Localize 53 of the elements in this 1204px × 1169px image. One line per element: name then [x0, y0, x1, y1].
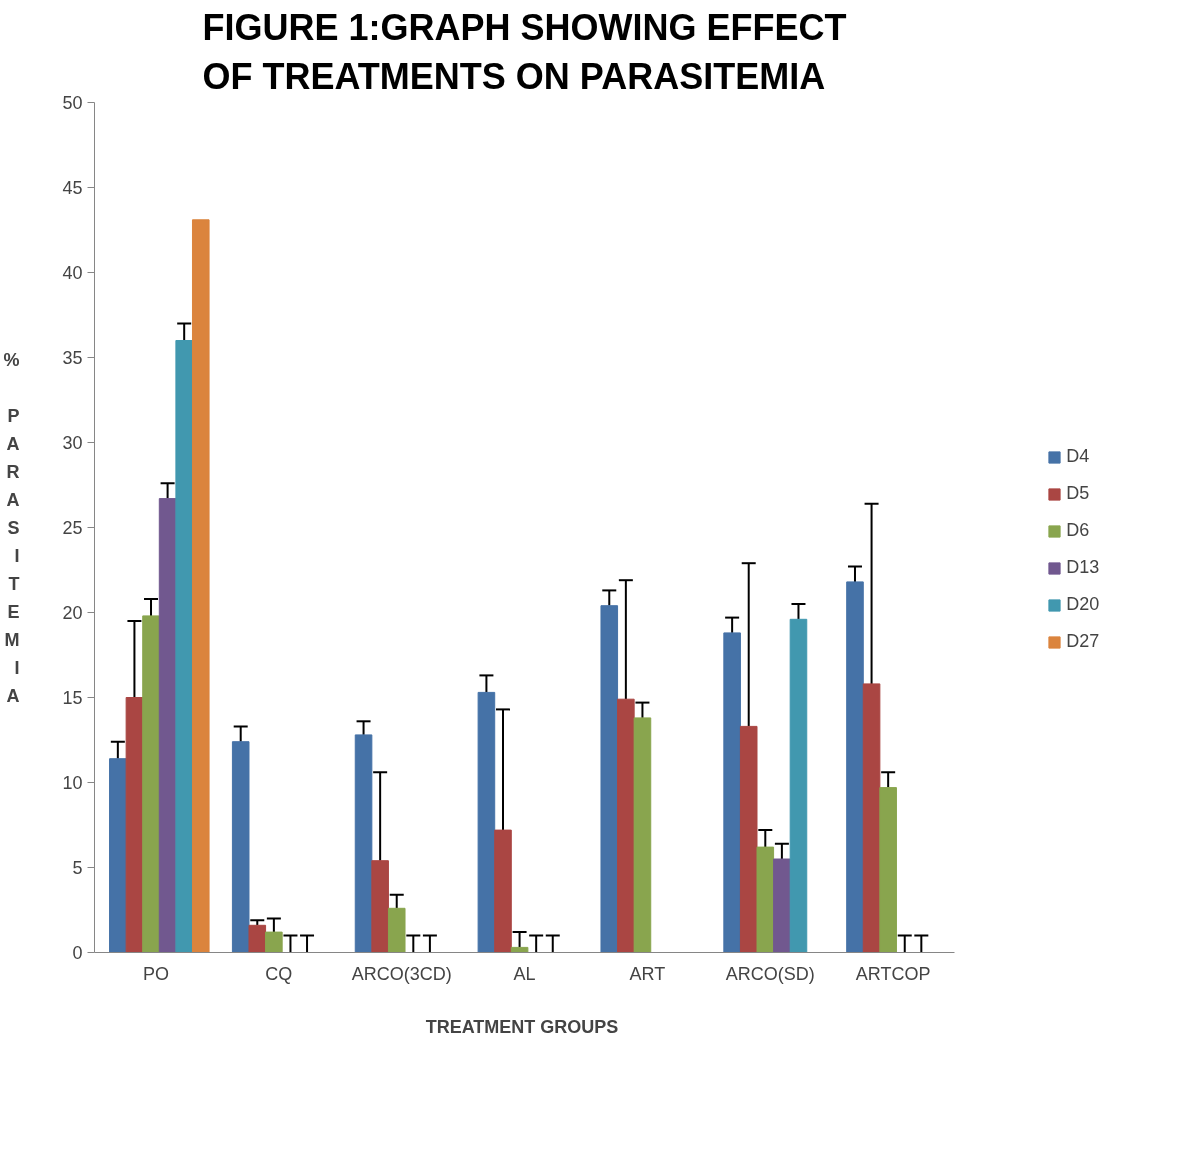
bar	[494, 829, 512, 953]
bar	[739, 725, 758, 953]
bar	[265, 931, 283, 953]
y-tick-label: 25	[62, 518, 83, 538]
bar	[354, 734, 373, 953]
bar	[879, 787, 897, 953]
legend-label: D20	[1066, 594, 1101, 615]
y-tick-label: 40	[62, 263, 83, 283]
y-tick-label: 30	[62, 433, 83, 453]
legend-label: D4	[1066, 446, 1091, 467]
y-tick-label: 10	[62, 773, 83, 793]
bar	[142, 615, 160, 953]
bar	[248, 924, 267, 953]
bar	[723, 632, 741, 953]
y-tick-label: 45	[62, 178, 83, 198]
bar	[756, 846, 775, 953]
x-tick-label: ARCO(SD)	[725, 963, 815, 984]
legend-label: D27	[1066, 631, 1101, 652]
x-tick-label: ARCO(3CD)	[351, 963, 452, 984]
bar	[773, 858, 791, 953]
y-tick-label: 5	[72, 858, 83, 878]
y-tick-label: 15	[62, 688, 83, 708]
bar	[371, 860, 389, 953]
y-tick-label: 20	[62, 603, 83, 623]
x-tick-label: PO	[142, 963, 169, 984]
bar	[789, 618, 808, 953]
x-tick-label: ARTCOP	[855, 963, 931, 984]
bar	[846, 581, 864, 953]
chart-title: FIGURE 1:GRAPH SHOWING EFFECT OF TREATMENTS ON PARASITEMIA	[202, 7, 847, 98]
y-tick-label: 50	[62, 93, 83, 113]
bar	[231, 741, 250, 953]
text: % PARASITEMIA	[3, 349, 20, 706]
bar	[191, 219, 210, 953]
y-tick-label: 0	[72, 943, 83, 963]
bar	[633, 717, 652, 953]
bar	[510, 946, 529, 953]
bar	[175, 340, 193, 953]
bar	[477, 691, 496, 953]
bar	[387, 907, 406, 953]
bar	[109, 758, 127, 953]
bar	[125, 697, 144, 953]
y-tick-label: 35	[62, 348, 83, 368]
x-axis-title: TREATMENT GROUPS	[425, 1016, 619, 1037]
bar	[158, 498, 177, 953]
legend-label: D6	[1066, 520, 1091, 541]
bar	[862, 683, 881, 953]
bar	[617, 698, 635, 953]
x-tick-label: AL	[513, 963, 536, 984]
x-tick-label: ART	[629, 963, 666, 984]
legend-label: D13	[1066, 557, 1101, 578]
legend-label: D5	[1066, 483, 1091, 504]
x-tick-label: CQ	[265, 963, 293, 984]
bar	[600, 605, 619, 953]
